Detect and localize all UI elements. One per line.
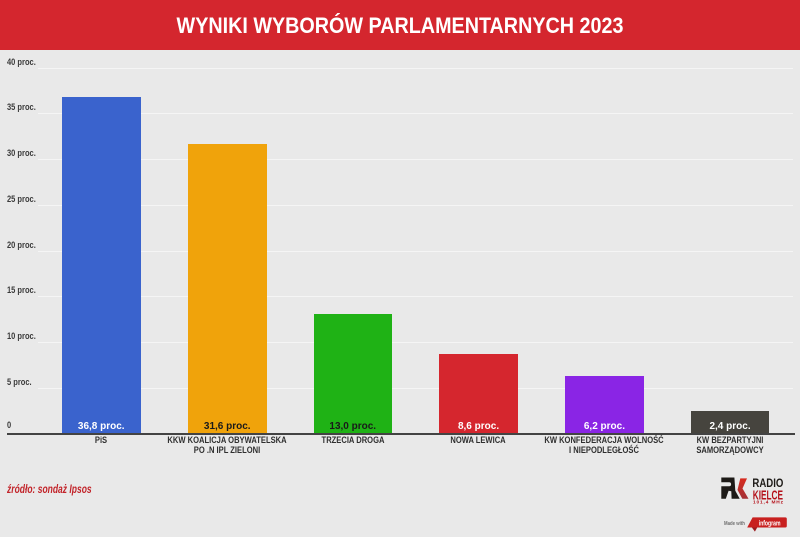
svg-text:Made with: Made with <box>724 521 745 527</box>
svg-text:RADIO: RADIO <box>752 476 783 490</box>
svg-text:101,4 MHz: 101,4 MHz <box>753 500 784 506</box>
svg-text:infogram: infogram <box>759 520 781 527</box>
svg-text:KIELCE: KIELCE <box>753 488 783 502</box>
